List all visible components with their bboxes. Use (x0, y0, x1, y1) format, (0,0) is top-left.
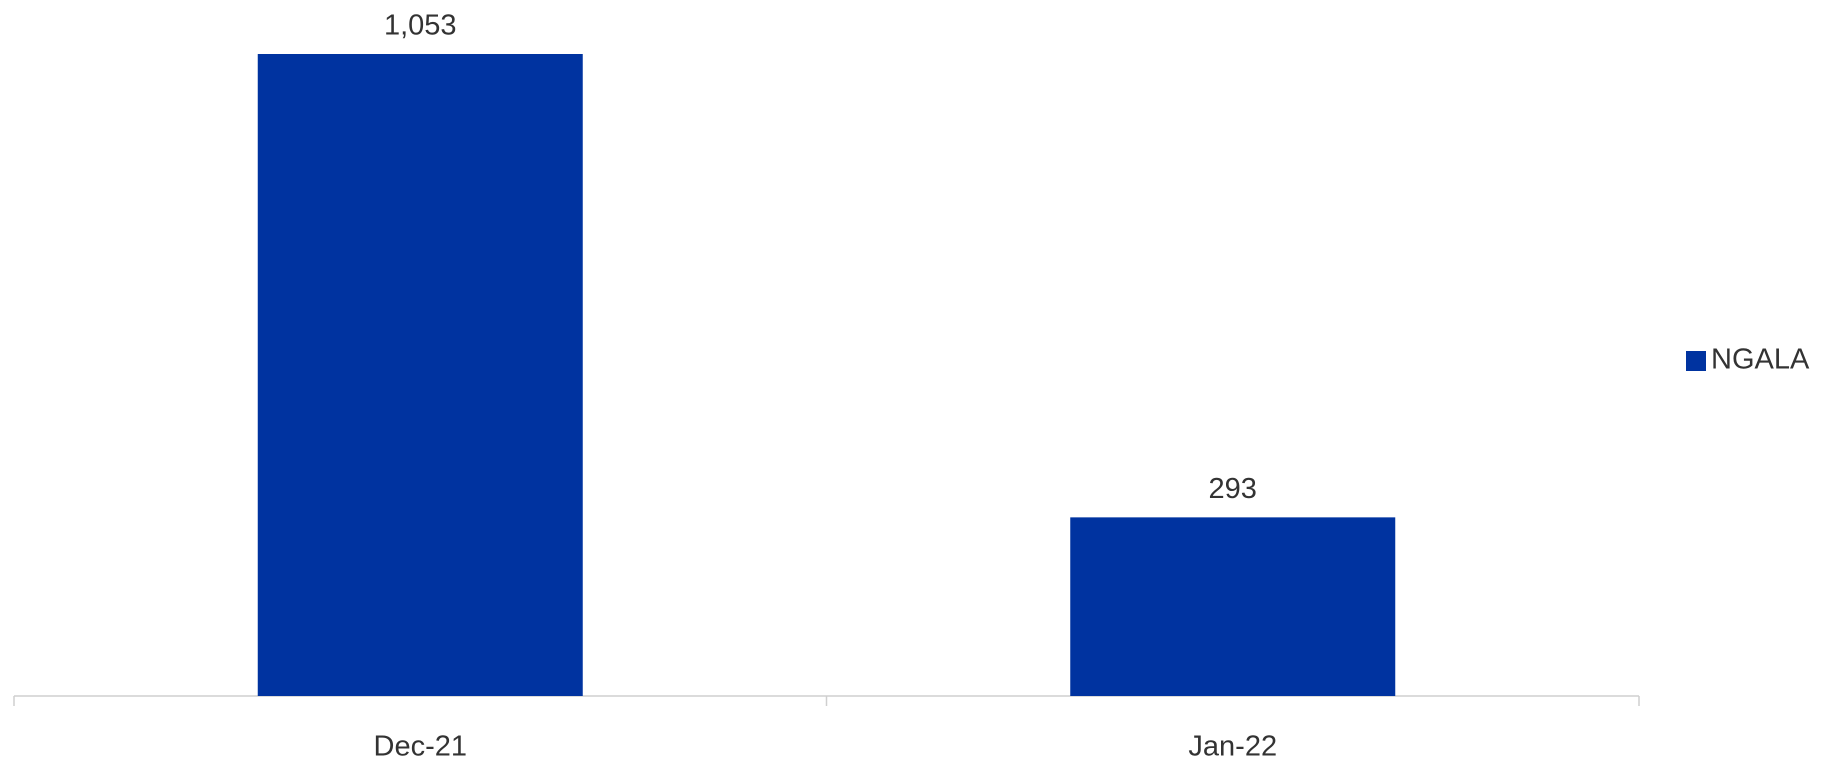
legend-swatch (1686, 351, 1706, 371)
x-tick-label: Jan-22 (1188, 731, 1277, 763)
bar (1070, 517, 1396, 696)
data-label: 293 (1209, 473, 1257, 505)
bar (257, 54, 583, 696)
legend-label: NGALA (1711, 344, 1810, 376)
data-label: 1,053 (384, 10, 457, 42)
x-tick-label: Dec-21 (374, 731, 468, 763)
